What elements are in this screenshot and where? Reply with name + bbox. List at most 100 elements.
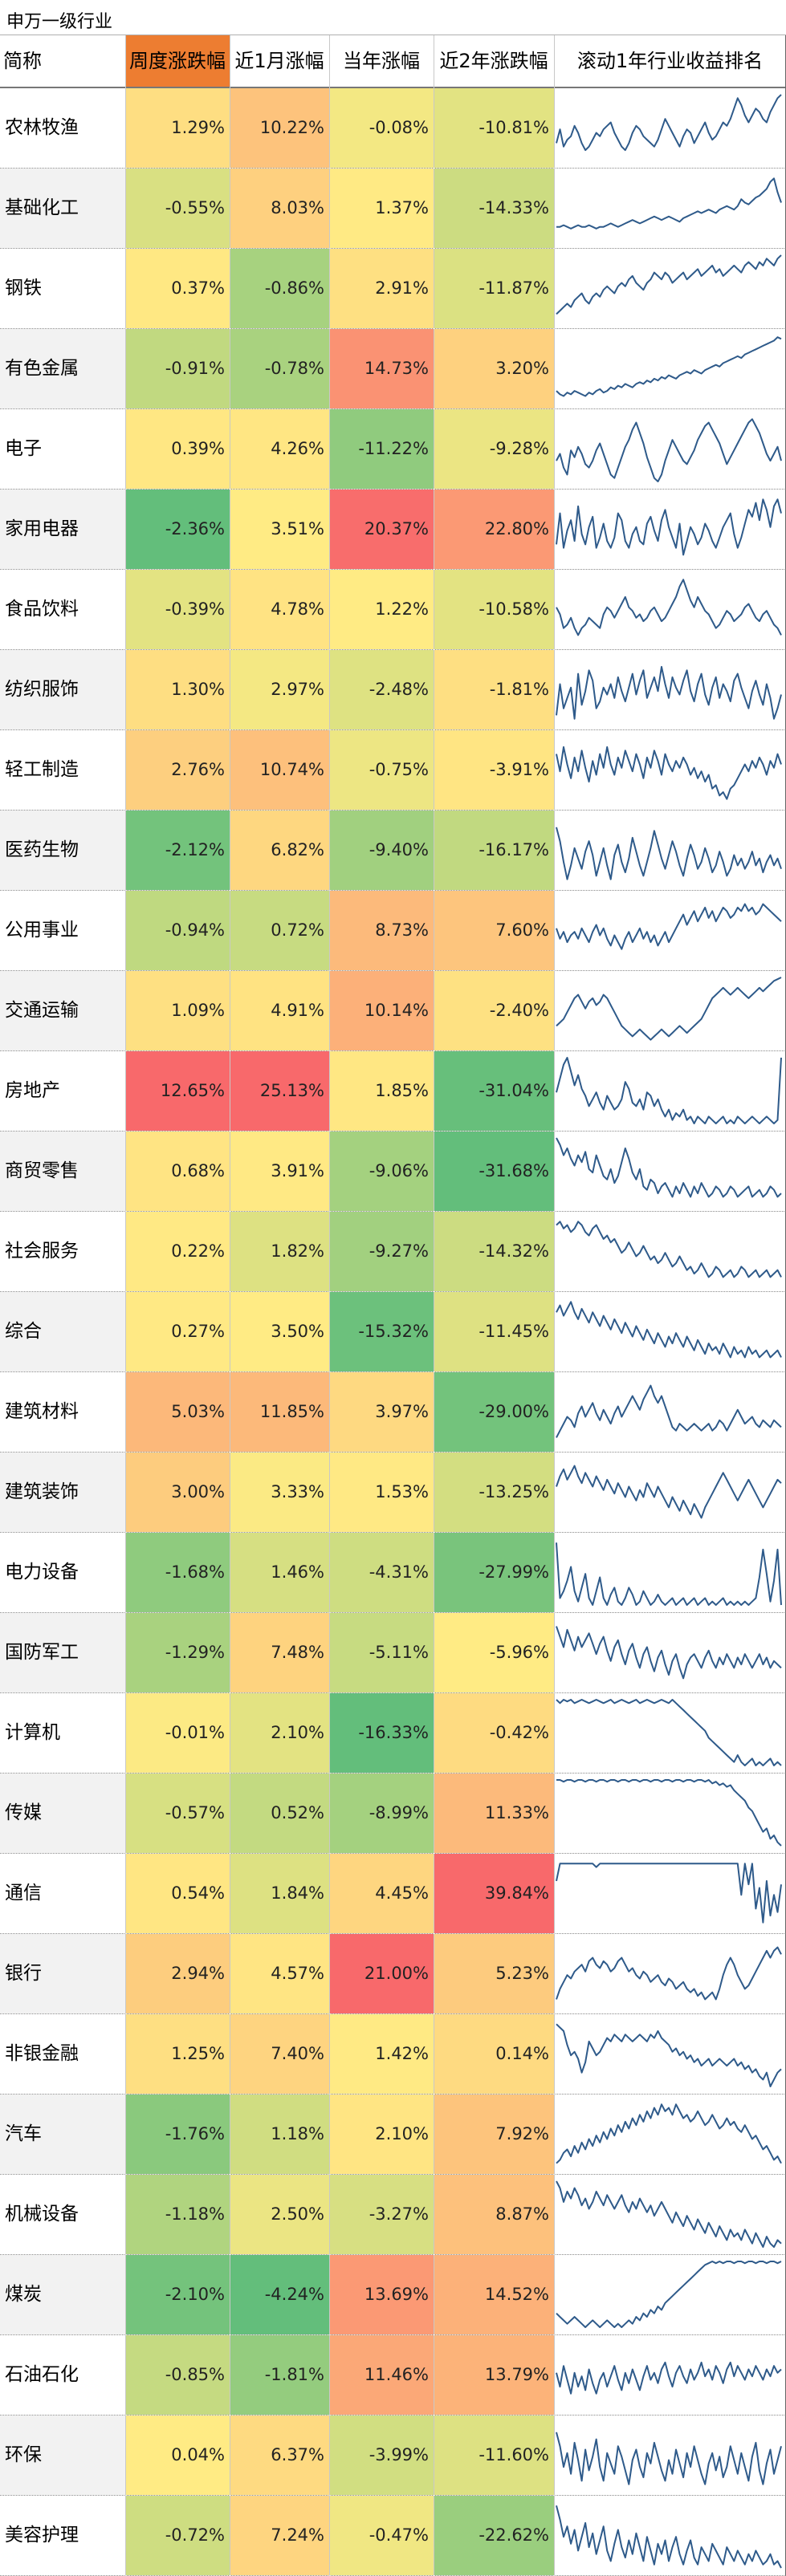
cell-ytd: -9.40%: [329, 811, 434, 890]
cell-two-year: -10.81%: [434, 88, 554, 168]
rank-sparkline-line: [556, 2361, 782, 2395]
cell-ytd: 2.91%: [329, 249, 434, 328]
cell-month: 1.82%: [230, 1212, 329, 1291]
cell-two-year: -16.17%: [434, 811, 554, 890]
cell-week: -0.01%: [125, 1693, 230, 1773]
cell-month: 6.82%: [230, 811, 329, 890]
cell-two-year: -14.32%: [434, 1212, 554, 1291]
row-divider: [0, 1612, 786, 1613]
table-row: 商贸零售 0.68% 3.91% -9.06% -31.68%: [0, 1132, 786, 1212]
table-row: 建筑材料 5.03% 11.85% 3.97% -29.00%: [0, 1372, 786, 1453]
cell-week: -1.68%: [125, 1533, 230, 1612]
cell-month: 10.74%: [230, 730, 329, 810]
table-row: 公用事业 -0.94% 0.72% 8.73% 7.60%: [0, 891, 786, 971]
table-row: 基础化工 -0.55% 8.03% 1.37% -14.33%: [0, 169, 786, 249]
cell-month: 2.10%: [230, 1693, 329, 1773]
rank-sparkline: [556, 665, 782, 720]
row-divider: [0, 168, 786, 169]
rank-sparkline-line: [556, 2023, 782, 2087]
rank-sparkline-line: [556, 1221, 782, 1278]
cell-week: 0.68%: [125, 1132, 230, 1211]
cell-month: 2.97%: [230, 650, 329, 729]
industry-name: 电子: [5, 438, 42, 459]
row-divider: [0, 2174, 786, 2175]
cell-two-year: -29.00%: [434, 1372, 554, 1452]
cell-ytd: 13.69%: [329, 2255, 434, 2334]
row-divider: [0, 328, 786, 329]
industry-name: 有色金属: [0, 329, 125, 408]
table-row: 食品饮料 -0.39% 4.78% 1.22% -10.58%: [0, 570, 786, 650]
row-divider: [0, 2415, 786, 2416]
row-divider: [0, 890, 786, 891]
rank-sparkline: [556, 827, 782, 880]
cell-ytd: 4.45%: [329, 1854, 434, 1933]
rank-sparkline: [556, 177, 782, 230]
cell-week: -0.85%: [125, 2335, 230, 2415]
table-row: 综合 0.27% 3.50% -15.32% -11.45%: [0, 1292, 786, 1372]
industry-name: 银行: [0, 1934, 125, 2013]
column-divider: [125, 35, 126, 2576]
col-header-ytd: 当年涨幅: [343, 50, 420, 72]
cell-two-year: -9.28%: [434, 409, 554, 489]
cell-week: -0.91%: [125, 329, 230, 408]
cell-two-year: -14.33%: [434, 169, 554, 248]
cell-month: -0.78%: [230, 329, 329, 408]
cell-week: 2.94%: [125, 1934, 230, 2013]
table-row: 机械设备 -1.18% 2.50% -3.27% 8.87%: [0, 2175, 786, 2255]
cell-month: 4.91%: [230, 971, 329, 1050]
cell-ytd: -15.32%: [329, 1292, 434, 1371]
rank-sparkline: [556, 1863, 782, 1924]
rank-sparkline-line: [556, 1137, 782, 1198]
cell-month: 1.46%: [230, 1533, 329, 1612]
industry-name: 农林牧渔: [5, 117, 79, 138]
cell-week: 1.29%: [125, 88, 230, 168]
industry-name: 石油石化: [5, 2364, 79, 2385]
table-title-bar: 申万一级行业: [0, 0, 786, 35]
industry-name: 公用事业: [5, 920, 79, 941]
cell-two-year: 3.20%: [434, 329, 554, 408]
cell-month: 6.37%: [230, 2416, 329, 2495]
cell-week: 5.03%: [125, 1372, 230, 1452]
cell-month: -4.24%: [230, 2255, 329, 2334]
rank-sparkline-line: [556, 1465, 782, 1519]
rank-sparkline: [556, 254, 782, 315]
table-row: 电力设备 -1.68% 1.46% -4.31% -27.99%: [0, 1533, 786, 1613]
rank-sparkline-line: [556, 254, 782, 315]
row-divider: [0, 1853, 786, 1854]
cell-two-year: 39.84%: [434, 1854, 554, 1933]
row-divider: [0, 489, 786, 490]
table-row: 钢铁 0.37% -0.86% 2.91% -11.87%: [0, 249, 786, 329]
cell-two-year: 8.87%: [434, 2175, 554, 2254]
col-header-name: 简称: [3, 50, 42, 72]
industry-name: 非银金融: [5, 2043, 79, 2064]
rank-sparkline: [556, 1465, 782, 1519]
cell-ytd: 3.97%: [329, 1372, 434, 1452]
row-divider: [0, 810, 786, 811]
industry-name: 传媒: [0, 1774, 125, 1853]
row-divider: [0, 1773, 786, 1774]
cell-week: -2.12%: [125, 811, 230, 890]
table-row: 煤炭 -2.10% -4.24% 13.69% 14.52%: [0, 2255, 786, 2335]
industry-name: 建筑装饰: [0, 1453, 125, 1532]
row-divider: [0, 1131, 786, 1132]
table-row: 交通运输 1.09% 4.91% 10.14% -2.40%: [0, 971, 786, 1051]
cell-month: 1.18%: [230, 2095, 329, 2174]
cell-month: -1.81%: [230, 2335, 329, 2415]
rank-sparkline: [556, 1699, 782, 1766]
rank-sparkline-line: [556, 1384, 782, 1438]
rank-sparkline-line: [556, 665, 782, 720]
cell-week: 1.09%: [125, 971, 230, 1050]
row-divider: [0, 2013, 786, 2014]
cell-two-year: -1.81%: [434, 650, 554, 729]
table-row: 家用电器 -2.36% 3.51% 20.37% 22.80%: [0, 490, 786, 570]
rank-sparkline: [556, 1384, 782, 1438]
table-title: 申万一级行业: [6, 12, 113, 32]
table-row: 农林牧渔 1.29% 10.22% -0.08% -10.81%: [0, 88, 786, 169]
cell-month: 7.40%: [230, 2014, 329, 2094]
cell-ytd: 1.53%: [329, 1453, 434, 1532]
rank-sparkline-line: [556, 1699, 782, 1766]
cell-ytd: 2.10%: [329, 2095, 434, 2174]
cell-ytd: -3.27%: [329, 2175, 434, 2254]
cell-ytd: -16.33%: [329, 1693, 434, 1773]
rank-sparkline: [556, 1221, 782, 1278]
